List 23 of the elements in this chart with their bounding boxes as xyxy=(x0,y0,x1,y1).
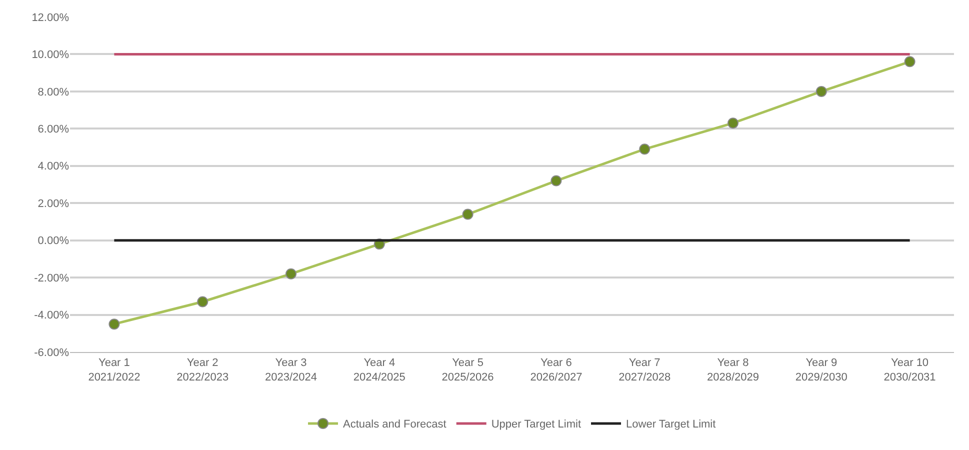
x-tick-label: Year 8 2028/2029 xyxy=(707,357,759,384)
legend-label: Actuals and Forecast xyxy=(343,418,446,431)
y-tick-label: 8.00% xyxy=(38,86,70,98)
y-tick-label: 12.00% xyxy=(32,12,70,24)
x-tick-label: Year 1 2021/2022 xyxy=(88,357,140,384)
x-tick-label: Year 10 2030/2031 xyxy=(884,357,936,384)
x-tick-label: Year 3 2023/2024 xyxy=(265,357,317,384)
x-tick-label: Year 7 2027/2028 xyxy=(618,357,671,384)
legend-label: Lower Target Limit xyxy=(626,418,716,431)
legend-label: Upper Target Limit xyxy=(491,418,582,431)
y-tick-label: 2.00% xyxy=(38,198,70,210)
y-tick-label: -2.00% xyxy=(34,272,70,284)
y-tick-label: -4.00% xyxy=(34,310,70,322)
y-tick-label: 0.00% xyxy=(38,235,70,248)
x-tick-label: Year 6 2026/2027 xyxy=(530,357,582,384)
x-tick-label: Year 4 2024/2025 xyxy=(353,357,406,384)
x-tick-label: Year 2 2022/2023 xyxy=(176,357,229,384)
y-tick-label: 10.00% xyxy=(32,49,70,62)
y-tick-label: 4.00% xyxy=(38,160,70,173)
y-tick-label: 6.00% xyxy=(38,124,70,136)
x-tick-label: Year 5 2025/2026 xyxy=(442,357,494,384)
y-tick-label: -6.00% xyxy=(34,346,70,359)
x-tick-label: Year 9 2029/2030 xyxy=(795,357,848,384)
